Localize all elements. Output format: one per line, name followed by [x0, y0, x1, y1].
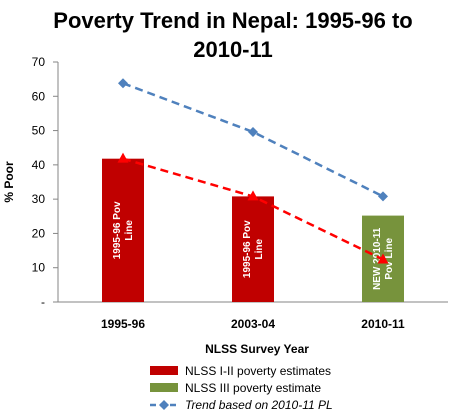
- bar: [102, 158, 144, 302]
- bar-label: 1995-96 Pov: [112, 201, 123, 259]
- line-point: [118, 78, 128, 89]
- legend-swatch: [150, 366, 178, 375]
- chart-title-line: 2010-11: [193, 37, 273, 62]
- line-point: [377, 253, 389, 264]
- x-tick-label: 1995-96: [101, 317, 145, 331]
- x-tick-label: 2003-04: [231, 317, 275, 331]
- y-tick-label: -: [41, 295, 45, 309]
- line-point: [247, 190, 259, 201]
- bar-label: 1995-96 Pov: [242, 220, 253, 278]
- x-axis-title: NLSS Survey Year: [205, 342, 309, 356]
- legend-label: NLSS I-II poverty estimates: [185, 364, 331, 378]
- series-line: [122, 82, 384, 198]
- bar-label: NEW 2010-11: [372, 227, 383, 290]
- bar-label: Pov Line: [384, 238, 395, 280]
- legend-label: NLSS III poverty estimate: [185, 381, 321, 395]
- legend-swatch: [150, 383, 178, 392]
- line-point: [378, 191, 388, 202]
- y-tick-label: 50: [32, 124, 46, 138]
- legend-label: Trend based on 2010-11 PL: [185, 398, 333, 412]
- line-point: [248, 126, 258, 137]
- chart-title-line: Poverty Trend in Nepal: 1995-96 to: [53, 8, 412, 33]
- y-tick-label: 20: [32, 226, 46, 240]
- y-tick-label: 70: [32, 55, 46, 69]
- y-axis-title: % Poor: [2, 161, 16, 203]
- legend-marker: [159, 400, 169, 410]
- y-tick-label: 40: [32, 158, 46, 172]
- bar: [232, 196, 274, 302]
- y-tick-label: 30: [32, 192, 46, 206]
- bar-label: Line: [254, 238, 265, 259]
- bar-label: Line: [124, 220, 135, 241]
- y-tick-label: 60: [32, 89, 46, 103]
- y-tick-label: 10: [32, 261, 46, 275]
- x-tick-label: 2010-11: [361, 317, 405, 331]
- line-point: [117, 152, 129, 163]
